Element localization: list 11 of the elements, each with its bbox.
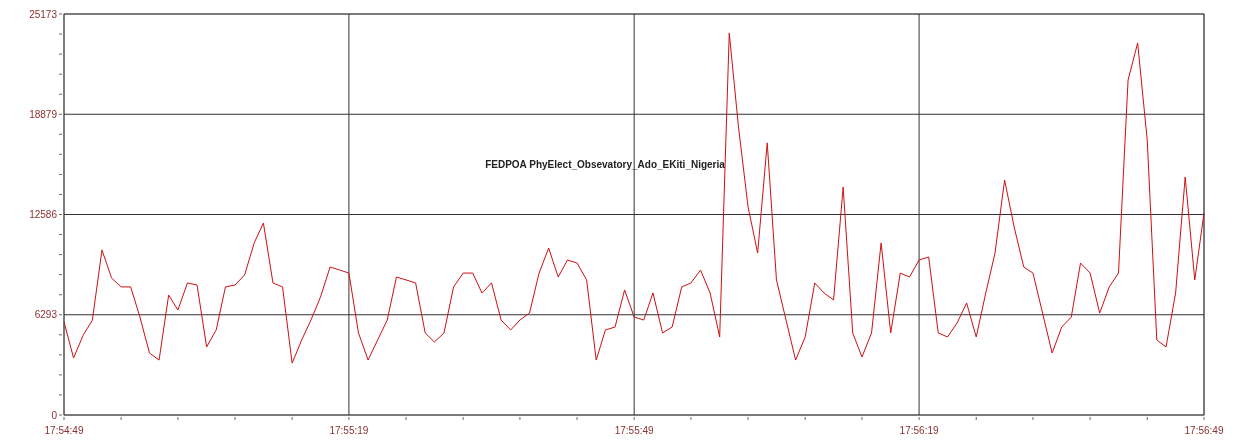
x-tick-label: 17:55:49	[614, 425, 655, 436]
line-series	[63, 32, 1205, 364]
x-tick-label: 17:56:19	[899, 425, 939, 436]
x-tick-label: 17:56:49	[1184, 425, 1224, 436]
x-tick-label: 17:54:49	[44, 425, 84, 436]
x-tick-label: 17:55:19	[329, 425, 369, 436]
y-tick-label: 25173	[29, 8, 58, 20]
y-tick-label: 6293	[34, 309, 58, 321]
y-tick-label: 12586	[29, 209, 58, 221]
y-tick-label: 18879	[29, 108, 58, 120]
y-tick-label: 0	[51, 409, 58, 421]
